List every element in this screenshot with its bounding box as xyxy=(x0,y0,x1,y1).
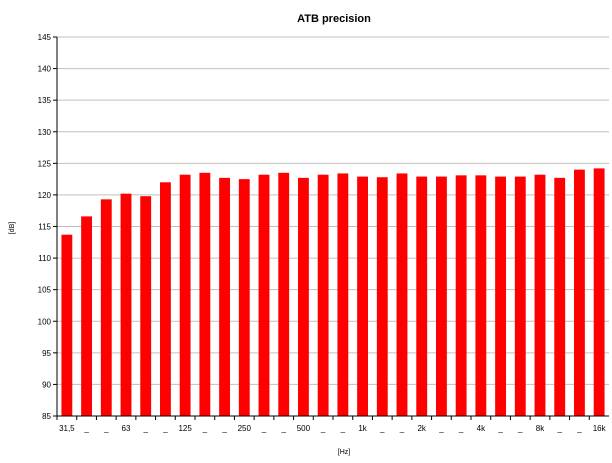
y-tick-labels: 85 90 95 100 105 110 115 120 125 130 135 140 145 xyxy=(38,33,52,421)
x-tick-label: _ xyxy=(379,424,385,433)
x-tick-label: 1k xyxy=(358,424,367,433)
bar xyxy=(160,182,171,416)
y-tick-label: 95 xyxy=(42,349,51,358)
bar xyxy=(81,216,92,416)
x-tick-label: _ xyxy=(162,424,168,433)
x-tick-label: _ xyxy=(517,424,523,433)
bar xyxy=(337,173,349,416)
x-tick-label: _ xyxy=(83,424,89,433)
x-tick-label: 31,5 xyxy=(59,424,75,433)
x-tick-label: _ xyxy=(320,424,326,433)
x-tick-label: 4k xyxy=(477,424,486,433)
x-tick-label: 250 xyxy=(238,424,252,433)
y-tick-label: 145 xyxy=(38,33,52,42)
x-tick-label: _ xyxy=(103,424,109,433)
x-tick-label: _ xyxy=(221,424,227,433)
bar xyxy=(455,175,467,416)
bar xyxy=(376,177,388,416)
bar xyxy=(61,234,73,416)
y-tick-label: 105 xyxy=(38,286,52,295)
bars xyxy=(61,168,605,416)
bar xyxy=(179,174,191,416)
bar xyxy=(357,176,368,416)
bar xyxy=(475,175,487,416)
bar xyxy=(258,174,270,416)
x-tick-label: _ xyxy=(202,424,208,433)
y-axis-label: [dB] xyxy=(9,222,16,235)
x-tick-label: 2k xyxy=(417,424,426,433)
y-tick-label: 110 xyxy=(38,254,51,263)
bar xyxy=(534,174,546,416)
bar xyxy=(396,173,408,416)
x-tick-label: 63 xyxy=(122,424,131,433)
x-tick-label: _ xyxy=(340,424,346,433)
x-tick-label: 16k xyxy=(593,424,607,433)
x-tick-label: _ xyxy=(142,424,148,433)
y-tick-label: 120 xyxy=(38,191,52,200)
bar xyxy=(514,176,526,416)
bar xyxy=(278,172,290,416)
bar xyxy=(199,172,211,416)
x-tick-label: _ xyxy=(556,424,562,433)
bar xyxy=(554,177,566,416)
y-tick-label: 130 xyxy=(38,128,52,137)
bar xyxy=(100,199,112,416)
x-tick-label: _ xyxy=(458,424,464,433)
y-tick-label: 115 xyxy=(38,223,51,232)
x-tick-label: 500 xyxy=(297,424,311,433)
y-tick-label: 125 xyxy=(38,159,52,168)
bar xyxy=(593,168,605,416)
x-tick-labels: 31,5 _ _ 63 _ _ 125 _ _ 250 _ _ 500 _ _ 1k _ _ 2k _ _ 4k _ _ 8k _… xyxy=(59,424,607,433)
x-tick-label: _ xyxy=(497,424,503,433)
y-tick-label: 85 xyxy=(42,412,51,421)
bar xyxy=(298,177,309,416)
bar xyxy=(574,169,585,416)
bar xyxy=(120,193,132,416)
x-tick-label: _ xyxy=(576,424,582,433)
y-tick-label: 135 xyxy=(38,96,52,105)
axes xyxy=(56,37,609,417)
bar xyxy=(317,174,329,416)
bar xyxy=(495,176,506,416)
x-tick-label: 8k xyxy=(536,424,545,433)
y-tick-label: 140 xyxy=(38,65,52,74)
x-tick-label: _ xyxy=(280,424,286,433)
y-tick-label: 100 xyxy=(38,317,52,326)
x-axis-label: [Hz] xyxy=(338,449,351,456)
bar xyxy=(436,176,447,416)
x-tick-label: _ xyxy=(261,424,267,433)
x-tick-label: 125 xyxy=(178,424,192,433)
x-tick-label: _ xyxy=(438,424,444,433)
bar xyxy=(416,176,428,416)
bar xyxy=(140,196,152,416)
y-tick-label: 90 xyxy=(42,380,51,389)
chart-title: ATB precision xyxy=(297,13,371,25)
x-tick-label: _ xyxy=(399,424,405,433)
bar xyxy=(219,177,230,416)
bar xyxy=(238,179,250,416)
